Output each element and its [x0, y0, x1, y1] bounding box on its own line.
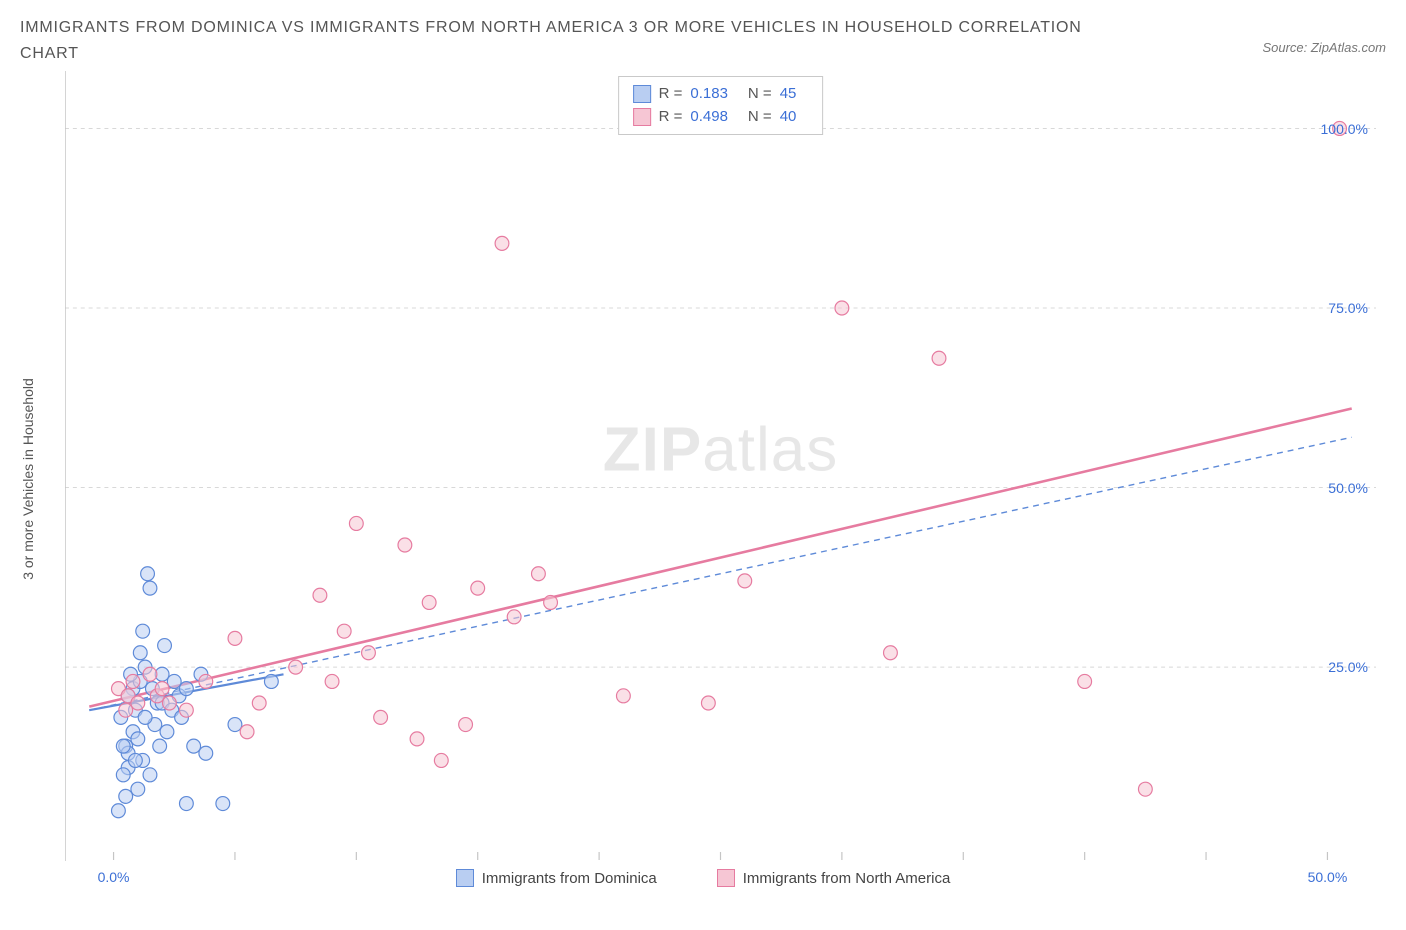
- x-tick-label: 0.0%: [98, 869, 130, 885]
- source-attribution: Source: ZipAtlas.com: [1262, 40, 1386, 55]
- plot-area: ZIPatlas R = 0.183 N = 45 R = 0.498 N = …: [65, 71, 1376, 861]
- legend-label: Immigrants from Dominica: [482, 870, 657, 887]
- n-label: N =: [748, 106, 772, 129]
- legend-item-dominica: Immigrants from Dominica: [456, 869, 657, 887]
- n-label: N =: [748, 83, 772, 106]
- bottom-legend: Immigrants from Dominica Immigrants from…: [20, 869, 1386, 887]
- header-row: IMMIGRANTS FROM DOMINICA VS IMMIGRANTS F…: [20, 15, 1386, 66]
- stats-row-northamerica: R = 0.498 N = 40: [633, 106, 809, 129]
- chart-container: 3 or more Vehicles in Household ZIPatlas…: [20, 71, 1386, 887]
- swatch-dominica: [633, 85, 651, 103]
- stats-row-dominica: R = 0.183 N = 45: [633, 83, 809, 106]
- r-value: 0.498: [690, 106, 728, 129]
- y-axis-label: 3 or more Vehicles in Household: [20, 378, 36, 580]
- legend-item-northamerica: Immigrants from North America: [717, 869, 951, 887]
- x-tick-label: 50.0%: [1308, 869, 1348, 885]
- legend-label: Immigrants from North America: [743, 870, 951, 887]
- scatter-plot-svg: [65, 71, 1376, 861]
- r-label: R =: [659, 83, 683, 106]
- r-label: R =: [659, 106, 683, 129]
- y-tick-label: 100.0%: [1321, 121, 1368, 137]
- swatch-northamerica: [633, 108, 651, 126]
- n-value: 45: [780, 83, 797, 106]
- swatch-northamerica: [717, 869, 735, 887]
- r-value: 0.183: [690, 83, 728, 106]
- y-tick-label: 25.0%: [1328, 659, 1368, 675]
- swatch-dominica: [456, 869, 474, 887]
- stats-legend: R = 0.183 N = 45 R = 0.498 N = 40: [618, 76, 824, 135]
- chart-title: IMMIGRANTS FROM DOMINICA VS IMMIGRANTS F…: [20, 15, 1120, 66]
- y-tick-label: 75.0%: [1328, 300, 1368, 316]
- y-tick-label: 50.0%: [1328, 480, 1368, 496]
- n-value: 40: [780, 106, 797, 129]
